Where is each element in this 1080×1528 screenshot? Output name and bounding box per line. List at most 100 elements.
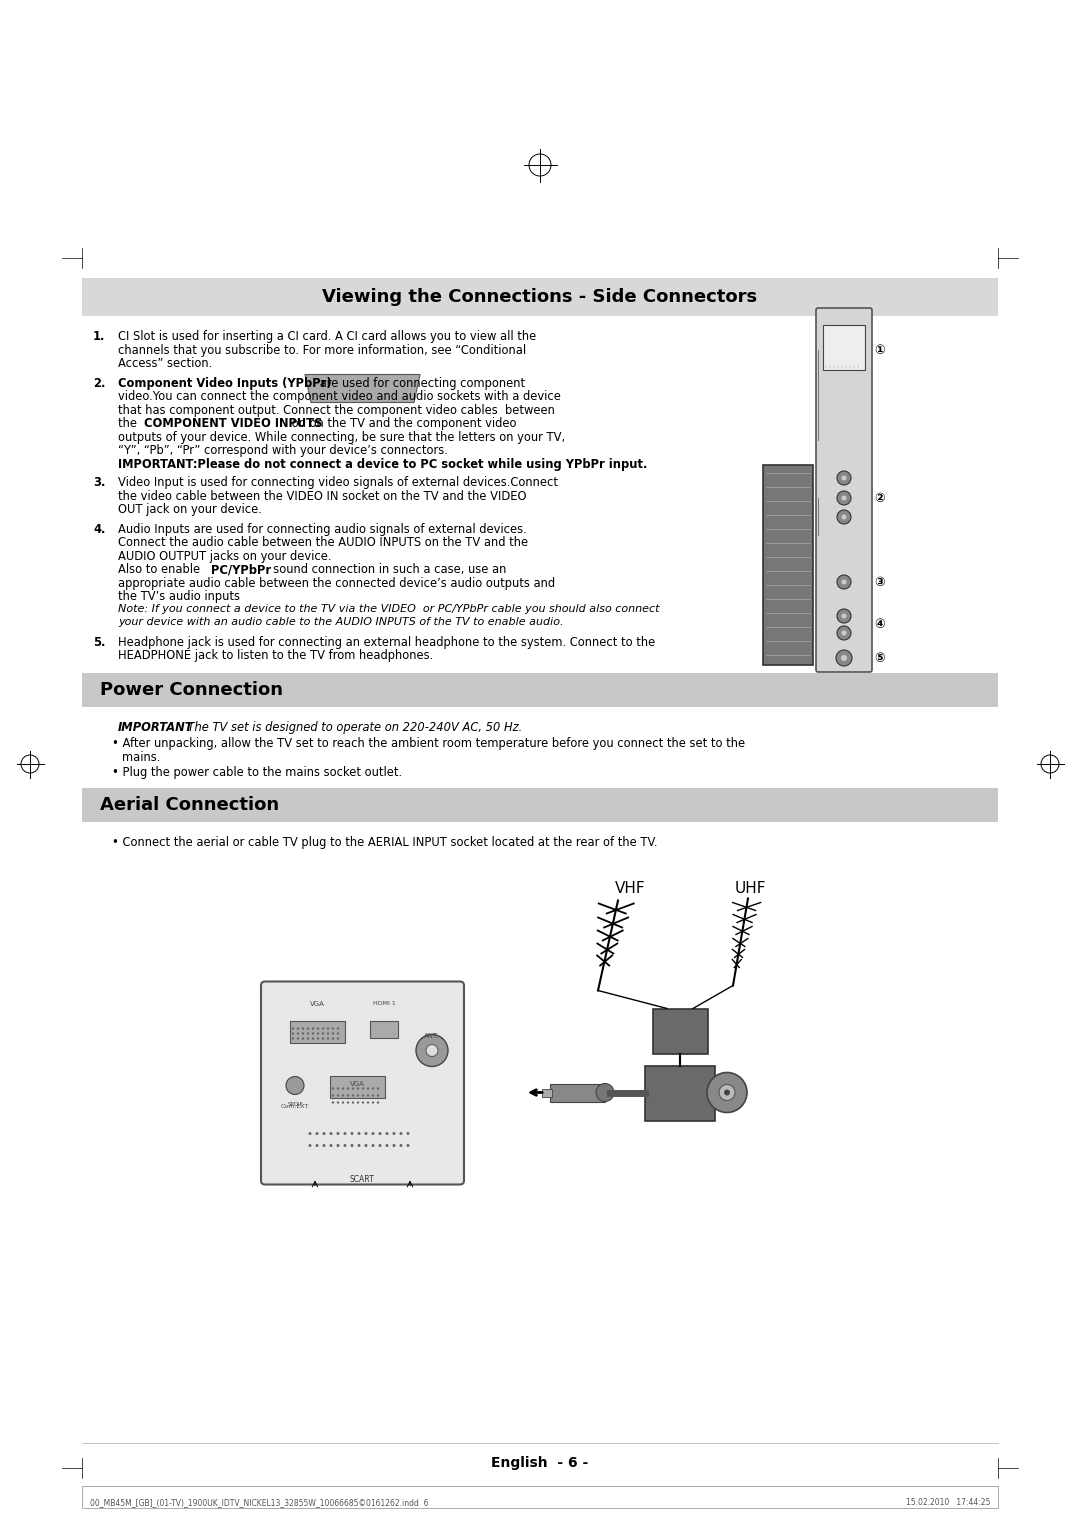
Circle shape <box>301 1027 305 1030</box>
Circle shape <box>372 1088 374 1089</box>
Circle shape <box>292 1033 294 1034</box>
Text: VGA: VGA <box>310 1001 324 1007</box>
Circle shape <box>365 1132 367 1135</box>
Text: 15.02.2010   17:44:25: 15.02.2010 17:44:25 <box>906 1497 990 1507</box>
Circle shape <box>377 1102 379 1103</box>
Circle shape <box>301 1033 305 1034</box>
Text: PC/YPbPr: PC/YPbPr <box>211 562 271 576</box>
Circle shape <box>337 1144 339 1148</box>
Text: ①: ① <box>874 344 885 356</box>
Circle shape <box>327 1038 329 1039</box>
Text: Connect the audio cable between the AUDIO INPUTS on the TV and the: Connect the audio cable between the AUDI… <box>118 536 528 549</box>
Circle shape <box>323 1144 325 1148</box>
Circle shape <box>327 1033 329 1034</box>
Circle shape <box>297 1038 299 1039</box>
Text: ANT.: ANT. <box>424 1033 440 1039</box>
FancyBboxPatch shape <box>261 981 464 1184</box>
Circle shape <box>332 1094 334 1097</box>
Circle shape <box>312 1027 314 1030</box>
Text: 4.: 4. <box>93 523 106 535</box>
Circle shape <box>307 1033 309 1034</box>
Text: AUDIO OUTPUT jacks on your device.: AUDIO OUTPUT jacks on your device. <box>118 550 332 562</box>
Circle shape <box>841 656 847 662</box>
Circle shape <box>322 1027 324 1030</box>
FancyBboxPatch shape <box>816 309 872 672</box>
Circle shape <box>341 1094 345 1097</box>
Circle shape <box>312 1038 314 1039</box>
Text: Viewing the Connections - Side Connectors: Viewing the Connections - Side Connector… <box>323 287 757 306</box>
Text: Aerial Connection: Aerial Connection <box>100 796 279 813</box>
Circle shape <box>323 1132 325 1135</box>
Circle shape <box>356 1102 360 1103</box>
Circle shape <box>357 1132 361 1135</box>
Circle shape <box>378 1144 381 1148</box>
Circle shape <box>841 614 847 619</box>
Circle shape <box>378 1132 381 1135</box>
Circle shape <box>316 1038 320 1039</box>
Circle shape <box>416 1034 448 1067</box>
Text: Audio Inputs are used for connecting audio signals of external devices.: Audio Inputs are used for connecting aud… <box>118 523 527 535</box>
Bar <box>82 672 998 706</box>
Text: Video Input is used for connecting video signals of external devices.Connect: Video Input is used for connecting video… <box>118 477 558 489</box>
Polygon shape <box>305 374 420 402</box>
Circle shape <box>386 1132 389 1135</box>
Text: English  - 6 -: English - 6 - <box>491 1456 589 1470</box>
Circle shape <box>316 1033 320 1034</box>
Circle shape <box>307 1027 309 1030</box>
Circle shape <box>301 1038 305 1039</box>
Circle shape <box>377 1094 379 1097</box>
Text: IMPORTANT:Please do not connect a device to PC socket while using YPbPr input.: IMPORTANT:Please do not connect a device… <box>118 457 647 471</box>
Bar <box>550 1083 605 1102</box>
Text: appropriate audio cable between the connected device’s audio outputs and: appropriate audio cable between the conn… <box>118 576 555 590</box>
Text: CI Slot is used for inserting a CI card. A CI card allows you to view all the: CI Slot is used for inserting a CI card.… <box>118 330 537 342</box>
Text: ⑤: ⑤ <box>874 651 885 665</box>
Circle shape <box>322 1033 324 1034</box>
Circle shape <box>406 1132 409 1135</box>
Text: • After unpacking, allow the TV set to reach the ambient room temperature before: • After unpacking, allow the TV set to r… <box>112 736 745 750</box>
Text: on on the TV and the component video: on on the TV and the component video <box>288 417 516 429</box>
Text: “Y”, “Pb”, “Pr” correspond with your device’s connectors.: “Y”, “Pb”, “Pr” correspond with your dev… <box>118 445 448 457</box>
Circle shape <box>372 1144 375 1148</box>
Circle shape <box>351 1144 353 1148</box>
Text: ②: ② <box>874 492 885 504</box>
Bar <box>823 325 865 370</box>
Circle shape <box>312 1033 314 1034</box>
Text: 1.: 1. <box>93 330 106 342</box>
Circle shape <box>837 490 851 504</box>
Circle shape <box>352 1102 354 1103</box>
Circle shape <box>719 1085 735 1100</box>
Circle shape <box>347 1088 349 1089</box>
Circle shape <box>315 1144 319 1148</box>
Text: the video cable between the VIDEO IN socket on the TV and the VIDEO: the video cable between the VIDEO IN soc… <box>118 489 527 503</box>
Circle shape <box>596 1083 615 1102</box>
Text: : The TV set is designed to operate on 220-240V AC, 50 Hz.: : The TV set is designed to operate on 2… <box>180 721 523 733</box>
Circle shape <box>841 579 847 585</box>
Circle shape <box>367 1088 369 1089</box>
Circle shape <box>724 1089 730 1096</box>
Circle shape <box>362 1088 364 1089</box>
Text: VHF: VHF <box>615 880 646 895</box>
Circle shape <box>286 1077 303 1094</box>
Text: • Plug the power cable to the mains socket outlet.: • Plug the power cable to the mains sock… <box>112 766 402 779</box>
Circle shape <box>327 1027 329 1030</box>
Circle shape <box>372 1094 374 1097</box>
Circle shape <box>329 1144 333 1148</box>
Text: your device with an audio cable to the AUDIO INPUTS of the TV to enable audio.: your device with an audio cable to the A… <box>118 617 564 626</box>
Text: the TV’s audio inputs: the TV’s audio inputs <box>118 590 240 604</box>
Circle shape <box>332 1088 334 1089</box>
Bar <box>291 1021 345 1042</box>
Bar <box>330 1076 384 1097</box>
Text: Note: If you connect a device to the TV via the VIDEO  or PC/YPbPr cable you sho: Note: If you connect a device to the TV … <box>118 604 660 614</box>
Circle shape <box>392 1144 395 1148</box>
Text: IMPORTANT: IMPORTANT <box>118 721 193 733</box>
Circle shape <box>837 610 851 623</box>
Bar <box>82 278 998 316</box>
Circle shape <box>297 1033 299 1034</box>
Circle shape <box>337 1088 339 1089</box>
Circle shape <box>352 1094 354 1097</box>
Circle shape <box>367 1102 369 1103</box>
Circle shape <box>332 1102 334 1103</box>
Circle shape <box>356 1088 360 1089</box>
Circle shape <box>347 1102 349 1103</box>
Circle shape <box>362 1102 364 1103</box>
